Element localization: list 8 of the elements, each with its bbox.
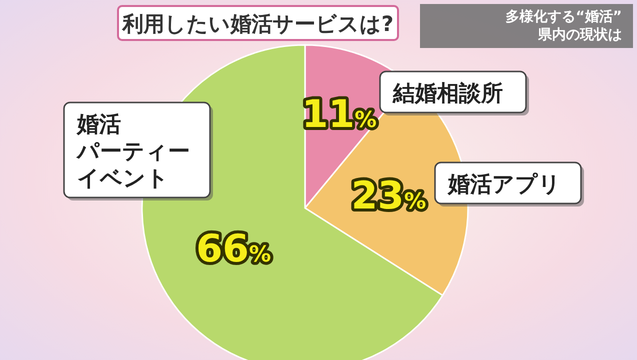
chart-subtitle: 多様化する“婚活” 県内の現状は (506, 9, 622, 43)
data-label: 11% (302, 92, 377, 136)
slice-label: 婚活アプリ (447, 172, 561, 198)
chart-title: 利用したい婚活サービスは? (121, 12, 394, 36)
data-label: 23% (351, 174, 426, 218)
slice-label: 婚活パーティーイベント (76, 112, 190, 192)
slice-label: 結婚相談所 (392, 82, 503, 106)
data-label: 66% (196, 226, 272, 270)
